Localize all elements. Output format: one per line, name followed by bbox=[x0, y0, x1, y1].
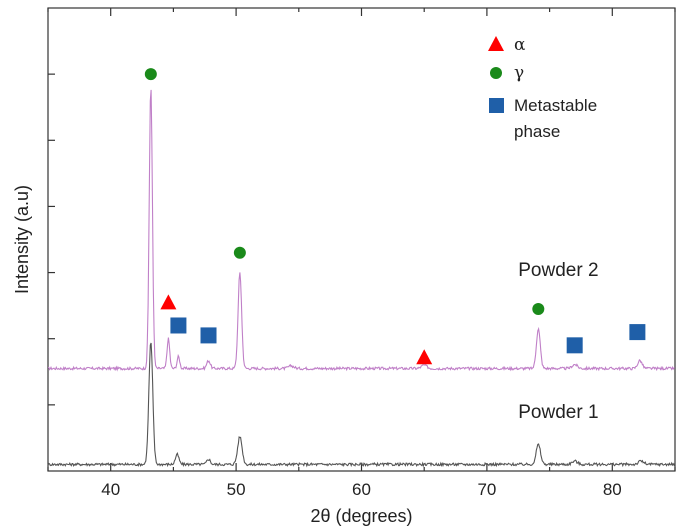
metastable-phase-marker bbox=[629, 324, 646, 341]
x-tick-label: 70 bbox=[477, 480, 496, 499]
metastable-phase-marker bbox=[170, 317, 187, 334]
legend-alpha-marker bbox=[488, 36, 504, 51]
plot-axes: 40 50 60 70 80 bbox=[47, 7, 676, 499]
gamma-phase-marker bbox=[233, 246, 246, 259]
gamma-phase-marker bbox=[144, 68, 157, 81]
x-tick-label: 50 bbox=[227, 480, 246, 499]
series-line-powder-1 bbox=[47, 342, 676, 468]
x-tick-label: 80 bbox=[603, 480, 622, 499]
alpha-phase-marker bbox=[160, 294, 177, 310]
series-label: Powder 2 bbox=[518, 260, 598, 281]
legend-metastable-label-line1: Metastable bbox=[514, 96, 597, 115]
series-line-powder-2 bbox=[48, 89, 676, 372]
metastable-phase-marker bbox=[566, 337, 583, 354]
legend-alpha-label: α bbox=[514, 35, 526, 55]
series-layer bbox=[47, 89, 676, 468]
legend-gamma-label: γ bbox=[514, 63, 524, 83]
x-axis-title: 2θ (degrees) bbox=[310, 506, 412, 526]
series-label-layer: Powder 2 Powder 1 bbox=[518, 260, 598, 423]
alpha-phase-marker bbox=[416, 349, 433, 365]
series-label: Powder 1 bbox=[518, 402, 598, 423]
legend-metastable-marker bbox=[489, 98, 504, 113]
metastable-phase-marker bbox=[200, 327, 217, 344]
legend-gamma-marker bbox=[490, 67, 502, 79]
legend-metastable-label-line2: phase bbox=[514, 122, 560, 141]
gamma-phase-marker bbox=[532, 302, 545, 315]
legend: α γ Metastable phase bbox=[488, 35, 597, 141]
x-tick-label: 40 bbox=[101, 480, 120, 499]
x-tick-label: 60 bbox=[352, 480, 371, 499]
y-axis-title: Intensity (a.u) bbox=[12, 185, 32, 294]
phase-marker-layer bbox=[144, 68, 646, 365]
